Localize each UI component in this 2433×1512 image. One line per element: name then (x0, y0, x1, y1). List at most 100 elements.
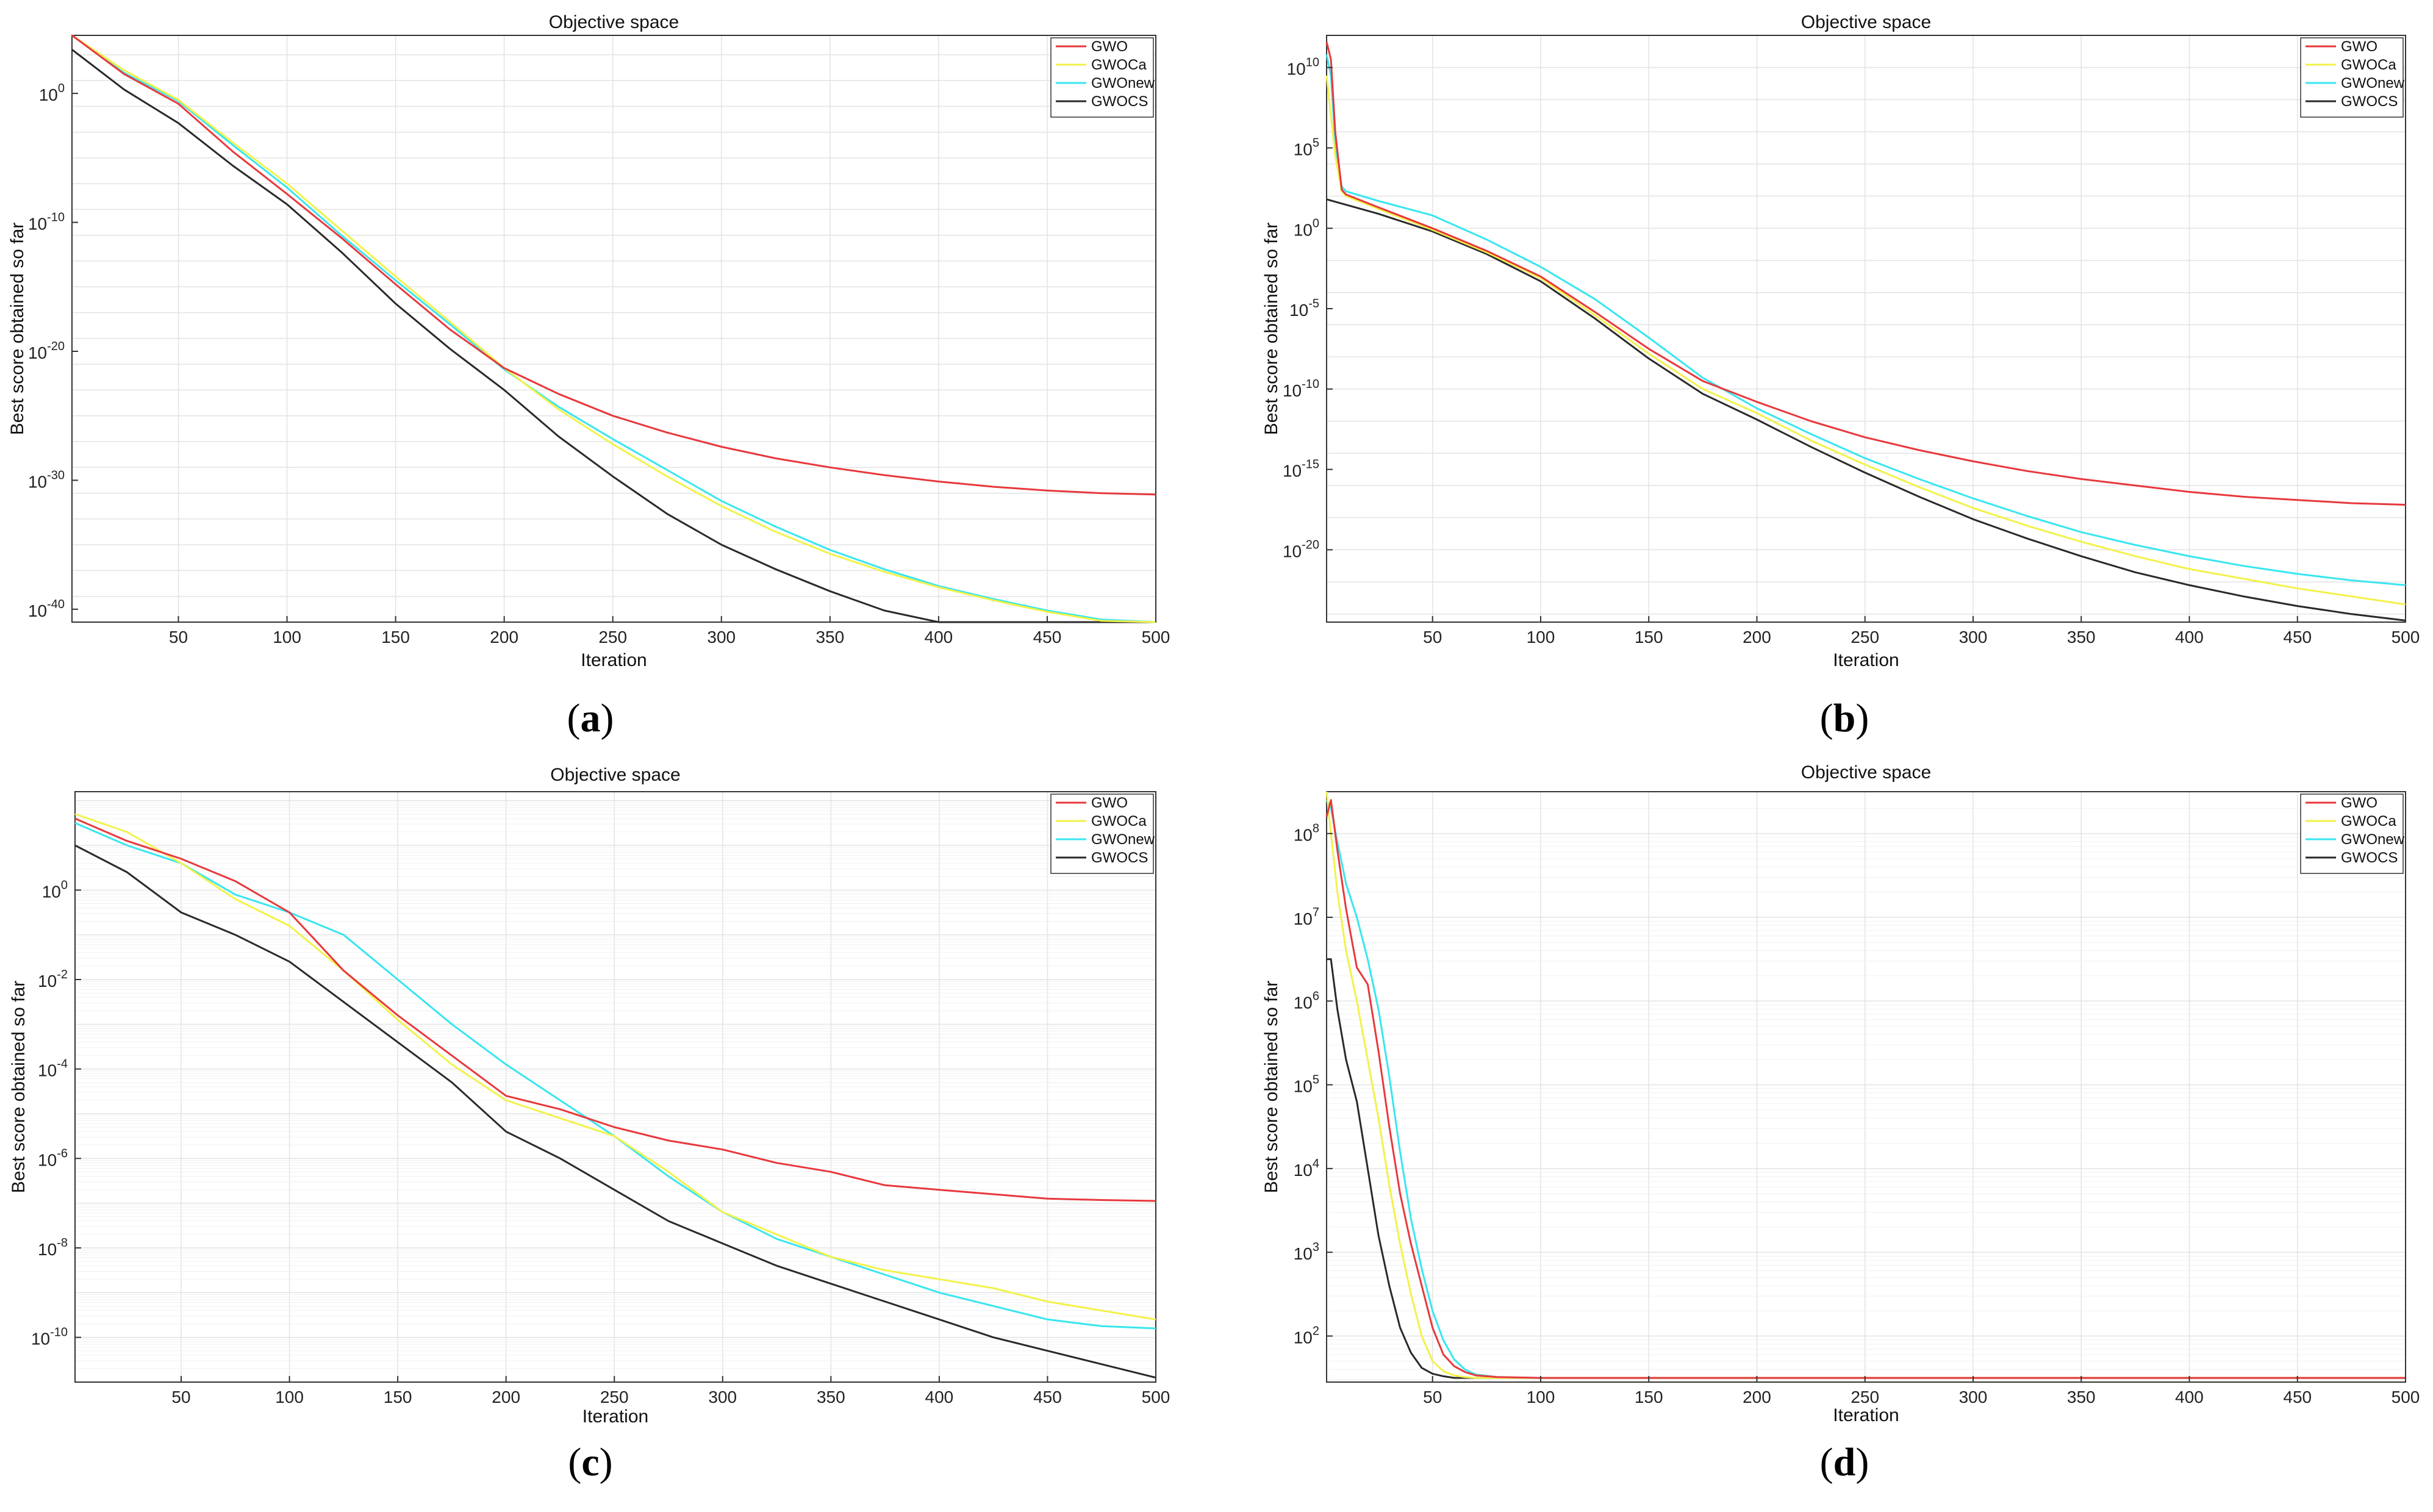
series-line-gwo (1325, 41, 2406, 506)
x-tick-label: 100 (1527, 628, 1555, 647)
x-tick-label: 400 (925, 628, 953, 647)
chart-b-grid (1327, 35, 2406, 622)
x-tick-label: 300 (1959, 1388, 1988, 1406)
series-line-gwoca (74, 813, 1156, 1320)
x-tick-label: 350 (2067, 1388, 2096, 1406)
chart-b-x-label: Iteration (1833, 650, 1899, 670)
series-line-gwonew (71, 34, 1156, 623)
y-tick-label: 103 (1294, 1241, 1319, 1263)
chart-d-y-label: Best score obtained so far (1261, 981, 1281, 1194)
chart-a-x-label: Iteration (581, 650, 647, 670)
y-tick-label: 100 (39, 82, 65, 104)
y-tick-label: 10-20 (1283, 538, 1319, 561)
chart-b-title: Objective space (1801, 12, 1931, 32)
legend-label-gwo: GWO (1091, 38, 1128, 55)
x-tick-label: 500 (2392, 628, 2420, 647)
legend-label-gwoca: GWOCa (2341, 813, 2396, 829)
series-line-gwoca (71, 34, 1156, 623)
legend-label-gwonew: GWOnew (2341, 831, 2405, 848)
legend-label-gwoca: GWOCa (2341, 57, 2396, 73)
x-tick-label: 50 (1423, 1388, 1442, 1406)
y-tick-label: 102 (1294, 1324, 1319, 1347)
x-tick-label: 450 (2283, 628, 2312, 647)
series-line-gwoca (1325, 75, 2406, 606)
x-tick-label: 400 (2175, 628, 2204, 647)
series-line-gwo (71, 34, 1156, 496)
chart-c-svg: 50 100 150 200 250 300 350 400 450 500 100 10-2 10-… (9, 765, 1170, 1427)
chart-panel-a: 50 100 150 200 250 300 350 400 450 500 100 10-10 10… (0, 0, 1180, 740)
x-tick-label: 300 (1959, 628, 1988, 647)
y-tick-label: 10-2 (38, 968, 68, 991)
legend-label-gwonew: GWOnew (2341, 75, 2405, 91)
y-tick-label: 10-15 (1283, 458, 1319, 481)
chart-panel-c: 50 100 150 200 250 300 350 400 450 500 100 10-2 10-… (0, 756, 1180, 1485)
chart-a-legend: GWO GWOCa GWOnew GWOCS (1050, 37, 1155, 118)
x-tick-label: 250 (1851, 628, 1879, 647)
chart-c-series (74, 813, 1156, 1379)
caption-b: (b) (1819, 696, 1869, 740)
legend-box (2300, 794, 2404, 874)
legend-label-gwo: GWO (2341, 38, 2377, 55)
legend-label-gwoca: GWOCa (1091, 813, 1147, 829)
series-line-gwonew (1325, 800, 2406, 1379)
caption-c-letter: c (581, 1440, 600, 1485)
x-tick-label: 200 (1743, 628, 1771, 647)
chart-c-y-axis: 100 10-2 10-4 10-6 10-8 10-10 (31, 878, 81, 1349)
legend-box (1050, 37, 1154, 118)
chart-d-y-axis: 108 107 106 105 104 103 102 (1294, 822, 1333, 1347)
legend-label-gwo: GWO (2341, 795, 2377, 811)
caption-a: (a) (567, 696, 614, 740)
chart-d-series (1325, 791, 2406, 1379)
x-tick-label: 350 (2067, 628, 2096, 647)
x-tick-label: 100 (275, 1388, 304, 1406)
caption-c: (c) (568, 1440, 613, 1485)
x-tick-label: 200 (492, 1388, 520, 1406)
x-tick-label: 250 (1851, 1388, 1879, 1406)
y-tick-label: 10-5 (1289, 297, 1319, 320)
chart-d-svg: 50 100 150 200 250 300 350 400 450 500 1081071061… (1261, 762, 2420, 1425)
chart-d-legend: GWO GWOCa GWOnew GWOCS (2300, 794, 2405, 874)
y-tick-label: 10-20 (28, 340, 65, 362)
x-tick-label: 400 (2175, 1388, 2204, 1406)
chart-c-plot-area (74, 791, 1156, 1383)
y-tick-label: 1010 (1287, 56, 1319, 79)
chart-c-grid (75, 792, 1156, 1383)
y-tick-label: 10-30 (28, 468, 65, 491)
y-tick-label: 105 (1294, 136, 1319, 159)
chart-b-y-axis: 1010 105 100 10-5 10-10 10-15 10-20 (1283, 56, 1333, 561)
x-tick-label: 100 (273, 628, 301, 647)
caption-d: (d) (1819, 1440, 1869, 1485)
y-tick-label: 10-8 (38, 1236, 68, 1259)
chart-b-series (1325, 41, 2406, 622)
y-tick-label: 10-10 (28, 211, 65, 234)
x-tick-label: 50 (169, 628, 188, 647)
series-line-gwocs (1327, 958, 2406, 1379)
x-tick-label: 300 (708, 1388, 737, 1406)
x-tick-label: 500 (1142, 628, 1170, 647)
y-tick-label: 105 (1294, 1073, 1319, 1096)
x-tick-label: 150 (384, 1388, 412, 1406)
legend-label-gwocs: GWOCS (1091, 93, 1148, 110)
chart-d-x-axis: 50 100 150 200 250 300 350 400 450 500 (1423, 1376, 2420, 1406)
x-tick-label: 200 (1743, 1388, 1771, 1406)
chart-a-series (71, 34, 1156, 623)
x-tick-label: 200 (490, 628, 518, 647)
chart-c-legend: GWO GWOCa GWOnew GWOCS (1050, 794, 1155, 874)
x-tick-label: 350 (815, 628, 844, 647)
chart-a-x-axis: 50 100 150 200 250 300 350 400 450 500 (169, 616, 1170, 647)
caption-b-letter: b (1833, 696, 1856, 740)
series-line-gwocs (74, 844, 1156, 1379)
caption-a-letter: a (580, 696, 601, 740)
chart-d-plot-area (1326, 791, 2406, 1383)
series-line-gwocs (71, 49, 1156, 623)
x-tick-label: 350 (817, 1388, 845, 1406)
series-line-gwo (74, 817, 1156, 1202)
chart-c-title: Objective space (550, 765, 680, 785)
y-tick-label: 10-4 (38, 1058, 68, 1080)
x-tick-label: 250 (598, 628, 627, 647)
legend-label-gwo: GWO (1091, 795, 1128, 811)
chart-panel-b: 50 100 150 200 250 300 350 400 450 500 1010 105 100… (1253, 0, 2433, 740)
x-tick-label: 450 (2283, 1388, 2312, 1406)
y-tick-label: 10-40 (28, 598, 65, 620)
y-tick-label: 107 (1294, 906, 1319, 928)
